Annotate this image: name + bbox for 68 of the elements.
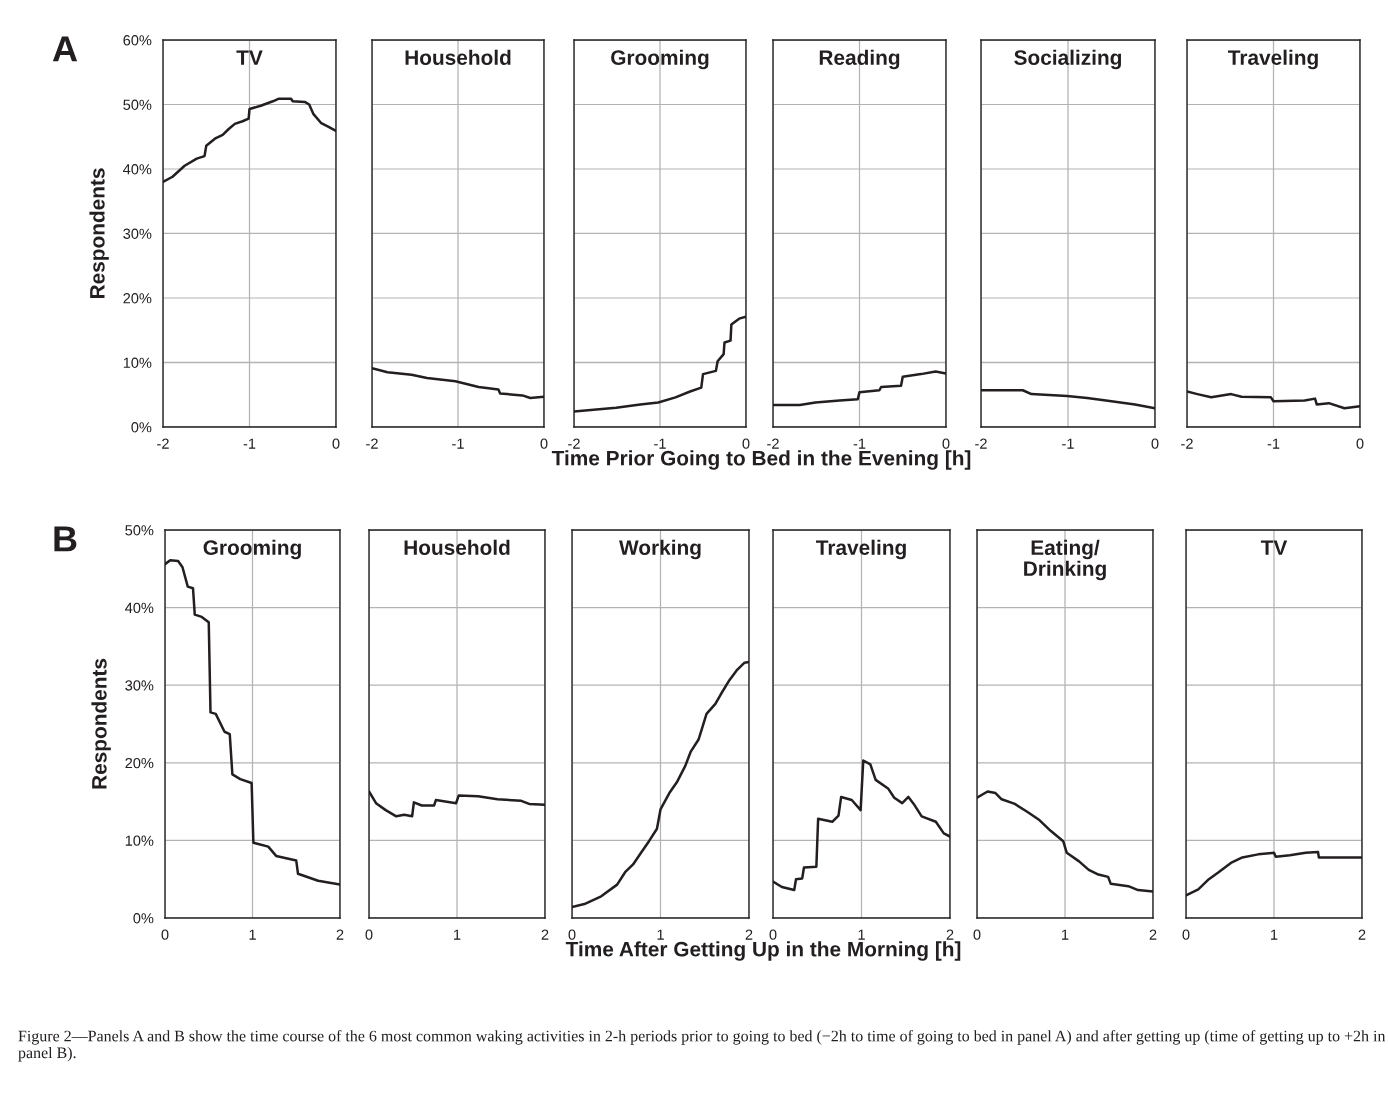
- x-tick-label: 2: [1358, 929, 1366, 940]
- x-tick-label: 1: [454, 929, 461, 940]
- x-tick-label: 0: [1356, 438, 1364, 449]
- x-tick-label: 0: [161, 929, 169, 940]
- x-tick-label: -1: [452, 438, 464, 449]
- x-tick-label: 1: [249, 929, 256, 940]
- y-tick-label: 0%: [131, 422, 152, 433]
- chart-title: Traveling: [816, 539, 906, 560]
- y-tick-label: 40%: [125, 602, 154, 614]
- x-tick-label: 2: [336, 929, 344, 940]
- chart-title: Grooming: [611, 49, 709, 70]
- chart-title: Grooming: [203, 539, 301, 560]
- x-tick-label: -1: [1267, 438, 1280, 449]
- x-tick-label: 1: [657, 929, 664, 940]
- y-tick-label: 60%: [123, 35, 152, 46]
- x-tick-label: 0: [1151, 438, 1159, 449]
- x-tick-label: -1: [1062, 438, 1074, 449]
- chart-title: Reading: [819, 49, 900, 70]
- chart-title: Traveling: [1228, 49, 1318, 70]
- text: Eating/ Drinking: [1024, 539, 1106, 581]
- chart-title: Working: [619, 539, 701, 560]
- x-tick-label: 0: [769, 929, 777, 940]
- x-tick-label: -1: [853, 438, 866, 449]
- x-tick-label: 0: [365, 929, 373, 940]
- x-tick-label: 1: [1271, 929, 1278, 940]
- chart-title: TV: [1260, 540, 1288, 555]
- chart-title: TV: [236, 50, 263, 65]
- x-tick-label: 0: [973, 929, 981, 940]
- x-tick-label: 0: [332, 438, 340, 449]
- x-tick-label: 0: [942, 438, 950, 449]
- x-axis-title: Time After Getting Up in the Morning [h]: [565, 941, 961, 961]
- y-axis-title: Respondents: [91, 658, 111, 789]
- text: A: [52, 36, 78, 62]
- y-tick-label: 20%: [123, 293, 152, 304]
- x-axis-title: Time Prior Going to Bed in the Evening [h]: [551, 450, 971, 470]
- y-tick-label: 10%: [125, 835, 154, 846]
- x-tick-label: 0: [742, 438, 750, 449]
- chart-title: Household: [405, 49, 511, 65]
- x-tick-label: 2: [541, 929, 549, 940]
- x-tick-label: 2: [745, 929, 753, 940]
- x-tick-label: 2: [1149, 929, 1157, 940]
- x-tick-label: -2: [157, 438, 169, 449]
- y-tick-label: 40%: [123, 164, 152, 175]
- x-tick-label: -2: [975, 438, 987, 449]
- y-tick-label: 10%: [123, 357, 152, 368]
- x-tick-label: -1: [654, 438, 666, 449]
- x-tick-label: -2: [568, 438, 580, 449]
- x-tick-label: 0: [568, 929, 576, 940]
- x-tick-label: 1: [858, 929, 865, 940]
- y-tick-label: 50%: [123, 99, 152, 110]
- y-tick-label: 30%: [123, 228, 152, 239]
- y-axis-title: Respondents: [89, 168, 109, 299]
- x-tick-label: 0: [1182, 929, 1190, 940]
- x-tick-label: -1: [243, 438, 256, 449]
- x-tick-label: -2: [1181, 438, 1193, 449]
- x-tick-label: -2: [767, 438, 779, 449]
- x-tick-label: -2: [366, 438, 378, 449]
- x-tick-label: 2: [946, 929, 954, 940]
- text: B: [54, 526, 77, 552]
- y-tick-label: 0%: [133, 913, 154, 924]
- chart-title: Socializing: [1014, 49, 1122, 70]
- caption: Figure 2—Panels A and B show the time course of the 6 most common waking activities in 2-h periods prior to going to bed (−2h to time of going to bed in panel A) and after getting up (time of getting up to +2h in panel B).: [18, 1030, 1386, 1062]
- y-tick-label: 20%: [125, 757, 154, 769]
- chart-title: Household: [404, 539, 510, 555]
- y-tick-label: 50%: [125, 525, 154, 536]
- x-tick-label: 1: [1062, 929, 1069, 940]
- y-tick-label: 30%: [125, 680, 154, 691]
- x-tick-label: 0: [540, 438, 548, 449]
